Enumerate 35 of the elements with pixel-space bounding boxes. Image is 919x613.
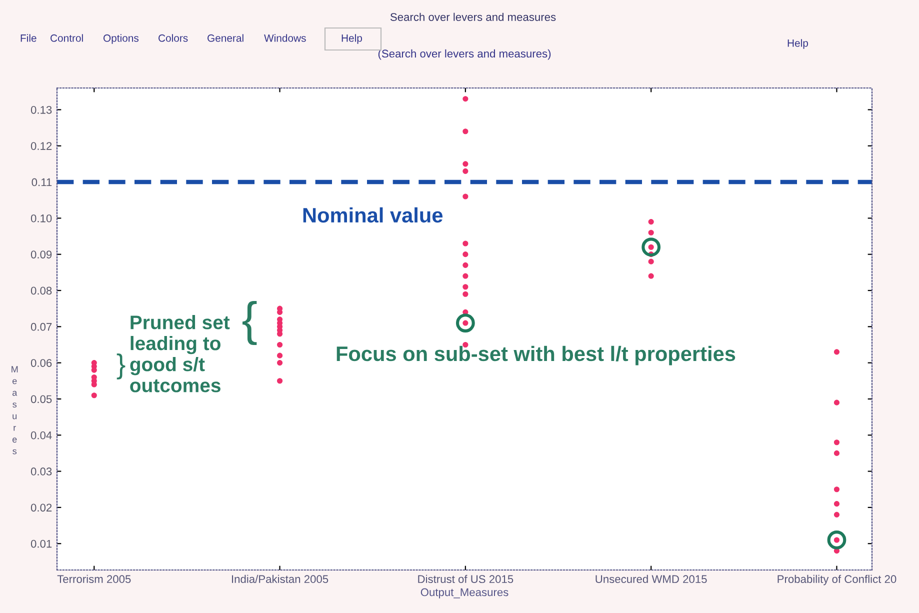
x-tick-label: Unsecured WMD 2015 [596, 574, 707, 584]
text: Windows [264, 34, 306, 42]
y-tick-label: 0.11 [32, 178, 52, 186]
x-tick-label: Terrorism 2005 [57, 574, 131, 584]
y-tick-label: 0.07 [30, 322, 52, 331]
annotation: } [116, 353, 126, 380]
text: File [20, 34, 36, 42]
y-axis-title: Measures [12, 366, 18, 454]
text: Help [788, 39, 808, 49]
chart-title: (Search over levers and measures) [378, 49, 551, 60]
ref-line-label: Nominal value [303, 207, 443, 223]
y-tick-label: 0.02 [30, 504, 52, 512]
text: General [208, 34, 244, 42]
text: Options [103, 34, 139, 44]
y-tick-label: 0.03 [30, 468, 52, 476]
text: Search over levers and measures [390, 12, 556, 21]
annotation: { [242, 301, 257, 346]
x-tick-label: Distrust of US 2015 [418, 574, 514, 584]
y-tick-label: 0.10 [30, 214, 52, 222]
text: Control [50, 34, 83, 42]
y-tick-label: 0.08 [30, 286, 52, 295]
text: Help [342, 34, 362, 44]
y-tick-label: 0.12 [30, 142, 52, 150]
x-tick-label: Probability of Conflict 20 [778, 574, 896, 586]
y-tick-label: 0.06 [30, 359, 52, 367]
y-tick-label: 0.05 [30, 395, 52, 404]
y-tick-label: 0.01 [30, 540, 52, 548]
y-tick-label: 0.13 [30, 106, 52, 114]
annotation: Pruned set leading to good s/t outcomes [130, 315, 230, 392]
y-tick-label: 0.09 [30, 250, 52, 258]
text: Colors [158, 34, 188, 42]
annotation: Focus on sub-set with best l/t properties [336, 346, 736, 366]
y-tick-label: 0.04 [30, 431, 52, 440]
x-tick-label: India/Pakistan 2005 [232, 574, 328, 584]
x-axis-title: Output_Measures [420, 588, 508, 598]
